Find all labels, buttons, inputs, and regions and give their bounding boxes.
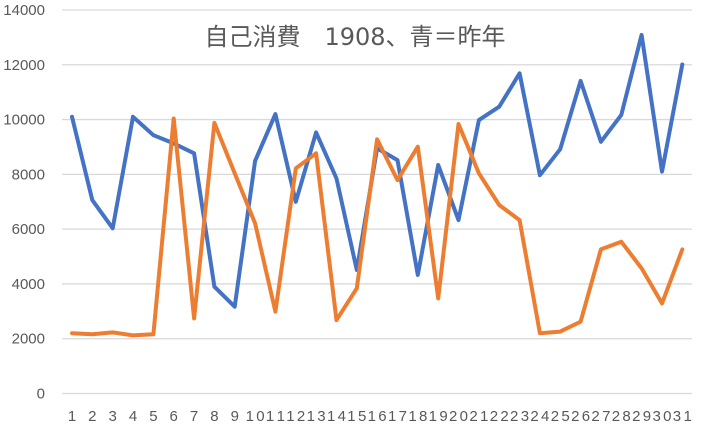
x-tick-label: 11 <box>266 408 285 425</box>
x-tick-label: 20 <box>449 408 468 425</box>
x-tick-label: 21 <box>469 408 488 425</box>
x-tick-label: 29 <box>632 408 651 425</box>
x-tick-label: 28 <box>612 408 631 425</box>
y-tick-label: 2000 <box>12 331 45 348</box>
y-tick-label: 14000 <box>3 2 45 19</box>
y-tick-label: 0 <box>37 386 45 403</box>
x-tick-label: 15 <box>347 408 366 425</box>
y-tick-label: 4000 <box>12 276 45 293</box>
x-tick-label: 16 <box>368 408 387 425</box>
y-tick-label: 8000 <box>12 166 45 183</box>
chart-title: 自己消費 1908、青＝昨年 <box>204 23 505 51</box>
series-lines <box>70 32 685 338</box>
x-tick-label: 13 <box>307 408 326 425</box>
y-axis-ticks: 0 2000 4000 6000 8000 10000 12000 14000 <box>3 2 45 403</box>
x-tick-label: 4 <box>129 408 137 425</box>
x-axis-ticks: 1 2 3 4 5 6 7 8 9 10 11 12 13 14 15 16 17 18 19 20 21 22 23 24 2… <box>68 408 692 425</box>
gridlines <box>62 9 692 395</box>
x-tick-label: 24 <box>530 408 549 425</box>
series-line-blue-last-year <box>70 32 685 309</box>
x-tick-label: 14 <box>327 408 346 425</box>
x-tick-label: 1 <box>68 408 76 425</box>
x-tick-label: 9 <box>231 408 239 425</box>
x-tick-label: 27 <box>591 408 610 425</box>
x-tick-label: 7 <box>190 408 198 425</box>
y-tick-label: 10000 <box>3 112 45 129</box>
x-tick-label: 26 <box>571 408 590 425</box>
x-tick-label: 8 <box>210 408 218 425</box>
x-tick-label: 17 <box>388 408 407 425</box>
x-tick-label: 12 <box>286 408 305 425</box>
x-tick-label: 18 <box>408 408 427 425</box>
x-tick-label: 10 <box>246 408 265 425</box>
y-tick-label: 6000 <box>12 221 45 238</box>
x-tick-label: 31 <box>673 408 692 425</box>
series-line-orange-current <box>70 116 685 338</box>
x-tick-label: 6 <box>170 408 178 425</box>
x-tick-label: 3 <box>109 408 117 425</box>
x-tick-label: 25 <box>551 408 570 425</box>
y-tick-label: 12000 <box>3 57 45 74</box>
x-tick-label: 23 <box>510 408 529 425</box>
x-tick-label: 30 <box>652 408 671 425</box>
x-tick-label: 19 <box>429 408 448 425</box>
x-tick-label: 5 <box>149 408 157 425</box>
x-tick-label: 2 <box>88 408 96 425</box>
x-tick-label: 22 <box>490 408 509 425</box>
